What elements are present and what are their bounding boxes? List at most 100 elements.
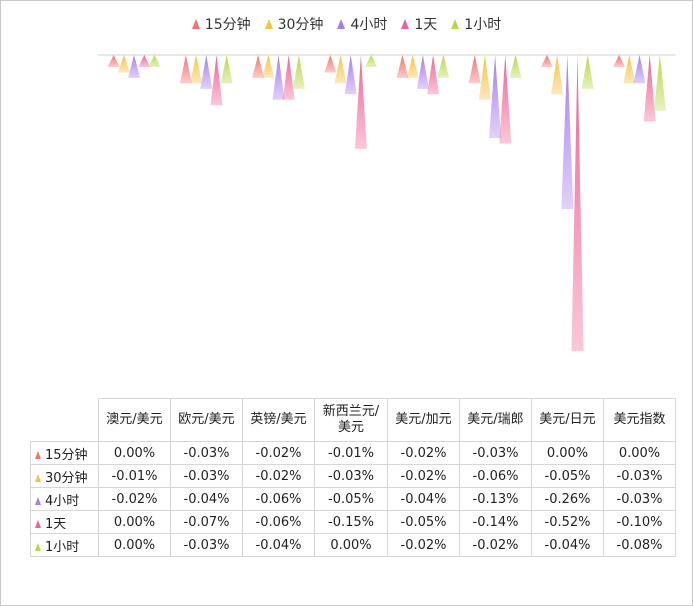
- table-cell: -0.02%: [242, 464, 315, 488]
- bar-mark[interactable]: [354, 55, 367, 149]
- table-cell: -0.04%: [531, 533, 604, 557]
- bar-mark[interactable]: [468, 55, 481, 84]
- legend-label: 30分钟: [277, 17, 324, 33]
- series-triangle-icon: [35, 543, 41, 551]
- bar-mark[interactable]: [581, 55, 594, 89]
- bar-mark[interactable]: [406, 55, 419, 78]
- column-header: 欧元/美元: [170, 398, 243, 442]
- column-header: 美元/瑞郎: [459, 398, 532, 442]
- table-cell: 0.00%: [314, 533, 388, 557]
- bar-mark[interactable]: [365, 55, 378, 67]
- table-row: 15分钟 0.00% -0.03% -0.02% -0.01% -0.02% -0.03% 0…: [30, 441, 676, 465]
- bar-mark[interactable]: [561, 55, 574, 209]
- series-triangle-icon: [35, 451, 41, 459]
- table-cell: -0.03%: [603, 487, 676, 511]
- legend-triangle-icon: [264, 19, 273, 29]
- bar-mark[interactable]: [292, 55, 305, 89]
- table-cell: -0.26%: [531, 487, 604, 511]
- bar-mark[interactable]: [643, 55, 656, 122]
- series-triangle-icon: [35, 497, 41, 505]
- legend-item[interactable]: 15分钟: [191, 14, 251, 34]
- series-label: 4小时: [45, 493, 80, 509]
- table-cell: -0.10%: [603, 510, 676, 534]
- table-cell: 0.00%: [98, 441, 171, 465]
- bar-mark[interactable]: [509, 55, 522, 78]
- table-cell: 0.00%: [531, 441, 604, 465]
- table-cell: -0.15%: [314, 510, 388, 534]
- column-header: 美元/加元: [387, 398, 460, 442]
- bar-mark[interactable]: [148, 55, 161, 67]
- bar-mark[interactable]: [262, 55, 275, 78]
- table-cell: -0.03%: [459, 441, 532, 465]
- bar-mark[interactable]: [623, 55, 636, 84]
- legend-triangle-icon: [451, 19, 460, 29]
- data-table: 澳元/美元 欧元/美元 英镑/美元 新西兰元/ 美元 美元/加元 美元/瑞郎 美元/日元 美元…: [30, 398, 676, 557]
- series-label: 1小时: [45, 539, 80, 555]
- table-cell: -0.01%: [98, 464, 171, 488]
- legend-item[interactable]: 1小时: [451, 14, 501, 34]
- bar-mark[interactable]: [107, 55, 120, 67]
- bar-mark[interactable]: [540, 55, 553, 67]
- table-cell: -0.03%: [170, 533, 243, 557]
- bar-mark[interactable]: [200, 55, 213, 89]
- table-cell: -0.07%: [170, 510, 243, 534]
- bar-mark[interactable]: [478, 55, 491, 100]
- column-header: 澳元/美元: [98, 398, 171, 442]
- table-cell: 0.00%: [603, 441, 676, 465]
- legend-triangle-icon: [401, 19, 410, 29]
- table-cell: -0.04%: [387, 487, 460, 511]
- table-cell: -0.03%: [170, 441, 243, 465]
- bar-mark[interactable]: [551, 55, 564, 95]
- table-cell: -0.06%: [242, 510, 315, 534]
- bar-mark[interactable]: [282, 55, 295, 100]
- table-row: 4小时 -0.02% -0.04% -0.06% -0.05% -0.04% -0.13% -…: [30, 487, 676, 511]
- bar-mark[interactable]: [499, 55, 512, 144]
- bar-mark[interactable]: [190, 55, 203, 84]
- bar-mark[interactable]: [324, 55, 337, 73]
- bar-mark[interactable]: [396, 55, 409, 78]
- table-header-row: 澳元/美元 欧元/美元 英镑/美元 新西兰元/ 美元 美元/加元 美元/瑞郎 美元/日元 美元…: [31, 398, 676, 442]
- table-cell: -0.02%: [459, 533, 532, 557]
- table-cell: -0.52%: [531, 510, 604, 534]
- table-cell: 0.00%: [98, 533, 171, 557]
- table-cell: -0.03%: [603, 464, 676, 488]
- bar-mark[interactable]: [344, 55, 357, 95]
- bar-mark[interactable]: [653, 55, 666, 111]
- legend-label: 1天: [414, 17, 438, 33]
- bar-mark[interactable]: [613, 55, 626, 67]
- bar-mark[interactable]: [117, 55, 130, 73]
- bar-mark[interactable]: [633, 55, 646, 84]
- row-header: 1天: [30, 510, 99, 534]
- table-cell: -0.05%: [314, 487, 388, 511]
- legend-item[interactable]: 1天: [401, 14, 437, 34]
- bar-mark[interactable]: [128, 55, 141, 78]
- table-cell: -0.03%: [170, 464, 243, 488]
- series-label: 15分钟: [45, 447, 88, 463]
- table-cell: -0.04%: [170, 487, 243, 511]
- bar-mark[interactable]: [489, 55, 502, 138]
- legend-item[interactable]: 4小时: [337, 14, 387, 34]
- bar-mark[interactable]: [272, 55, 285, 100]
- bar-mark[interactable]: [138, 55, 151, 67]
- bar-mark[interactable]: [334, 55, 347, 84]
- table-corner: [31, 399, 99, 442]
- bar-mark[interactable]: [220, 55, 233, 84]
- table-cell: -0.02%: [387, 464, 460, 488]
- bar-mark[interactable]: [571, 55, 584, 351]
- bar-mark[interactable]: [179, 55, 192, 84]
- table-row: 1天 0.00% -0.07% -0.06% -0.15% -0.05% -0.14% -0.…: [30, 510, 676, 534]
- legend-label: 1小时: [464, 17, 502, 33]
- table-cell: -0.01%: [314, 441, 388, 465]
- table-cell: -0.02%: [387, 441, 460, 465]
- row-header: 30分钟: [30, 464, 99, 488]
- legend-triangle-icon: [337, 19, 346, 29]
- bar-mark[interactable]: [252, 55, 265, 78]
- bar-mark[interactable]: [437, 55, 450, 78]
- bar-mark[interactable]: [416, 55, 429, 89]
- bar-mark[interactable]: [427, 55, 440, 95]
- table-cell: -0.02%: [98, 487, 171, 511]
- row-header: 15分钟: [30, 441, 99, 465]
- table-cell: -0.05%: [387, 510, 460, 534]
- bar-mark[interactable]: [210, 55, 223, 106]
- legend-item[interactable]: 30分钟: [264, 14, 324, 34]
